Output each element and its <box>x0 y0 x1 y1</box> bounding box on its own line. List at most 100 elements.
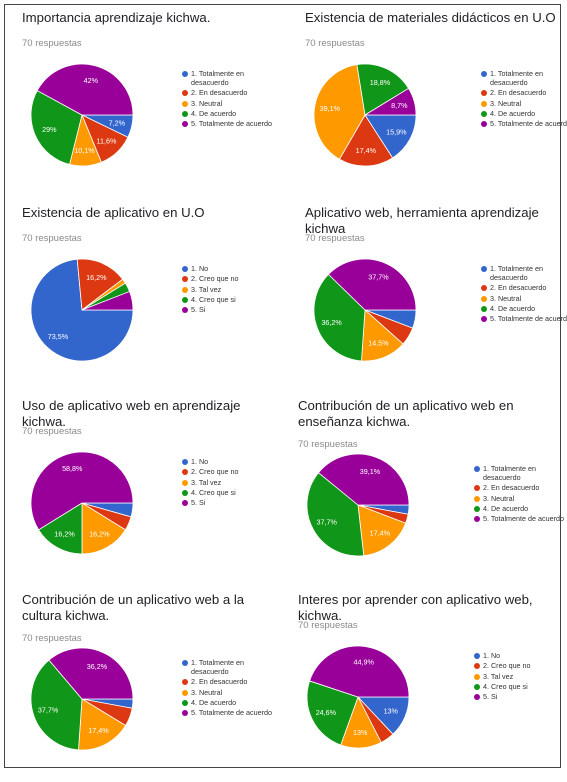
pie-slice-1-totalmente-en-desacuerdo <box>364 114 417 159</box>
legend-item: 5. Totalmente de acuerdo <box>474 514 567 523</box>
slice-data-label: 7,2% <box>109 119 126 128</box>
legend-label: 1. Totalmente en desacuerdo <box>191 69 245 87</box>
pie-slice-5-si <box>30 451 134 531</box>
legend-swatch <box>481 110 487 117</box>
slice-data-label: 37,7% <box>38 706 59 715</box>
legend-item: 4. De acuerdo <box>481 304 567 313</box>
response-count: 70 respuestas <box>22 633 82 644</box>
legend-label: 5. Totalmente de acuerdo <box>490 314 567 324</box>
legend-swatch <box>182 286 188 293</box>
legend-swatch <box>481 121 487 128</box>
slice-data-label: 13% <box>384 707 399 716</box>
legend-swatch <box>182 100 188 107</box>
legend-item: 4. De acuerdo <box>182 109 278 118</box>
legend-item: 2. Creo que no <box>182 467 278 476</box>
legend-swatch <box>481 100 487 107</box>
legend-item: 2. En desacuerdo <box>481 283 567 292</box>
legend-swatch <box>182 479 188 486</box>
legend-swatch <box>481 305 487 312</box>
legend-swatch <box>481 295 487 302</box>
chart-legend: 1. Totalmente en desacuerdo 2. En desacue… <box>481 264 567 324</box>
chart-legend: 1. Totalmente en desacuerdo 2. En desacue… <box>182 69 278 129</box>
chart-legend: 1. Totalmente en desacuerdo 2. En desacue… <box>182 658 278 718</box>
legend-swatch <box>182 307 188 314</box>
legend-swatch <box>474 485 480 492</box>
legend-label: 4. De acuerdo <box>191 697 237 707</box>
legend-swatch <box>182 489 188 496</box>
pie-slice-4-de-acuerdo <box>356 63 410 116</box>
legend-item: 5. Totalmente de acuerdo <box>481 119 567 128</box>
slice-data-label: 17,4% <box>88 726 109 735</box>
pie-slice-5-totalmente-de-acuerdo <box>363 87 417 116</box>
slice-data-label: 16,2% <box>86 273 107 282</box>
chart-title: Contribución de un aplicativo web a la c… <box>22 592 245 623</box>
pie-chart: 15,9% 17,4% 39,1% 18,8% 8,7% <box>313 63 417 167</box>
legend-item: 5. Si <box>182 498 278 507</box>
legend-item: 4. De acuerdo <box>182 698 278 707</box>
pie-slice-4-de-acuerdo <box>306 472 365 557</box>
slice-data-label: 16,2% <box>89 530 110 539</box>
legend-label: 3. Tal vez <box>191 284 222 294</box>
legend-item: 1. Totalmente en desacuerdo <box>481 264 567 282</box>
legend-swatch <box>182 660 188 666</box>
response-count: 70 respuestas <box>22 426 82 437</box>
legend-label: 2. En desacuerdo <box>490 88 547 98</box>
legend-item: 3. Neutral <box>182 99 278 108</box>
slice-data-label: 17,4% <box>356 146 377 155</box>
legend-swatch <box>481 285 487 292</box>
legend-item: 3. Neutral <box>474 494 567 503</box>
slice-data-label: 24,6% <box>316 708 337 717</box>
legend-label: 2. En desacuerdo <box>483 483 540 493</box>
pie-slice-3-neutral <box>78 698 127 751</box>
figure-frame <box>4 4 561 768</box>
legend-swatch <box>182 699 188 706</box>
legend-swatch <box>182 689 188 696</box>
pie-slice-4-de-acuerdo <box>30 90 83 165</box>
chart-panel-2: Existencia de materiales didácticos en U… <box>305 10 567 200</box>
legend-label: 4. De acuerdo <box>191 108 237 118</box>
legend-label: 4. De acuerdo <box>490 108 536 118</box>
legend-swatch <box>474 466 480 472</box>
legend-swatch <box>474 516 480 523</box>
pie-chart: 16,2% 16,2% 58,8% <box>30 451 134 555</box>
response-count: 70 respuestas <box>305 233 365 244</box>
legend-swatch <box>182 266 188 272</box>
legend-label: 2. Creo que no <box>191 274 239 284</box>
legend-label: 2. En desacuerdo <box>191 88 248 98</box>
pie-chart: 14,5% 36,2% 37,7% <box>313 258 417 362</box>
legend-label: 4. Creo que si <box>191 487 236 497</box>
pie-slice-2-creo-que-no <box>76 258 124 311</box>
legend-swatch <box>474 673 480 680</box>
legend-item: 5. Si <box>182 305 278 314</box>
pie-chart: 73,5% 16,2% <box>30 258 134 362</box>
legend-swatch <box>182 296 188 303</box>
slice-data-label: 37,7% <box>316 518 337 527</box>
legend-item: 1. No <box>474 651 567 660</box>
pie-chart: 17,4% 37,7% 39,1% <box>306 453 410 557</box>
legend-label: 3. Tal vez <box>483 671 514 681</box>
pie-slice-4-creo-que-si <box>38 502 83 555</box>
legend-item: 1. No <box>182 264 278 273</box>
pie-slice-4-creo-que-si <box>306 680 359 746</box>
chart-panel-1: Importancia aprendizaje kichwa. 70 respue… <box>22 10 292 200</box>
legend-label: 3. Neutral <box>483 493 515 503</box>
legend-item: 2. Creo que no <box>182 274 278 283</box>
slice-data-label: 10,1% <box>74 146 95 155</box>
legend-item: 4. Creo que si <box>474 682 567 691</box>
chart-panel-7: Contribución de un aplicativo web a la c… <box>22 592 292 782</box>
legend-swatch <box>182 110 188 117</box>
slice-data-label: 39,1% <box>320 104 341 113</box>
legend-swatch <box>182 121 188 128</box>
legend-label: 5. Totalmente de acuerdo <box>191 708 272 718</box>
pie-chart: 17,4% 37,7% 36,2% <box>30 647 134 751</box>
slice-data-label: 36,2% <box>321 318 342 327</box>
legend-label: 3. Neutral <box>191 98 223 108</box>
chart-legend: 1. No 2. Creo que no 3. Tal vez 4. Creo que… <box>474 651 567 702</box>
legend-item: 4. De acuerdo <box>474 504 567 513</box>
legend-item: 4. Creo que si <box>182 488 278 497</box>
chart-title: Existencia de materiales didácticos en U… <box>305 10 556 25</box>
slice-data-label: 42% <box>84 76 99 85</box>
slice-data-label: 18,8% <box>370 78 391 87</box>
response-count: 70 respuestas <box>22 233 82 244</box>
slice-data-label: 44,9% <box>354 657 375 666</box>
